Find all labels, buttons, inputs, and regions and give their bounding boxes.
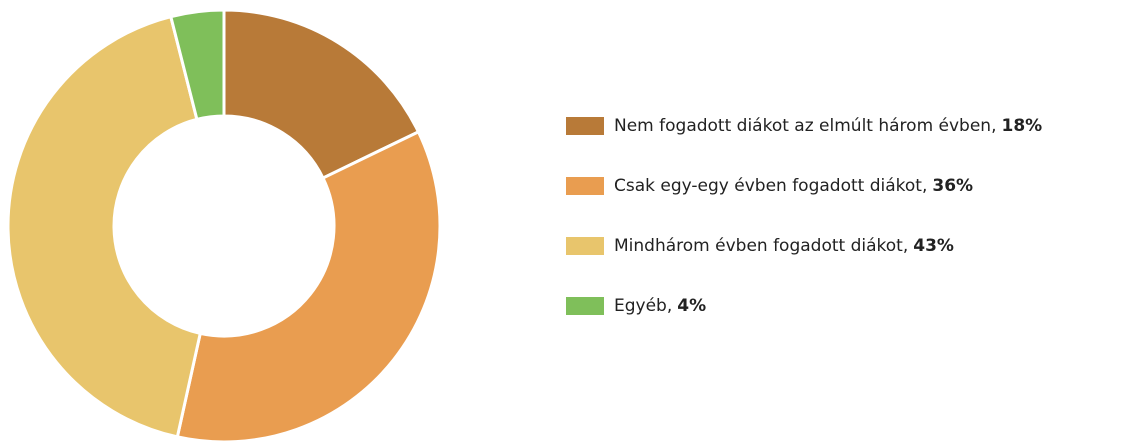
legend-entry: Egyéb, 4% [614,296,706,316]
donut-slice [222,8,421,181]
legend-value: 36% [932,176,973,196]
legend-label: Egyéb, [614,296,672,316]
donut-slice [6,14,203,439]
legend-label: Csak egy-egy évben fogadott diákot, [614,176,927,196]
legend-value: 4% [677,296,706,316]
legend-value: 43% [913,236,954,256]
legend-swatch [566,297,604,315]
legend-label: Nem fogadott diákot az elmúlt három évbe… [614,116,996,136]
legend-value: 18% [1001,116,1042,136]
donut-slice [168,8,226,122]
legend-label: Mindhárom évben fogadott diákot, [614,236,908,256]
donut-slice [175,129,442,444]
legend-swatch [566,177,604,195]
legend-entry: Mindhárom évben fogadott diákot, 43% [614,236,954,256]
legend-entry: Csak egy-egy évben fogadott diákot, 36% [614,176,973,196]
legend-entry: Nem fogadott diákot az elmúlt három évbe… [614,116,1042,136]
legend-swatch [566,117,604,135]
legend-swatch [566,237,604,255]
